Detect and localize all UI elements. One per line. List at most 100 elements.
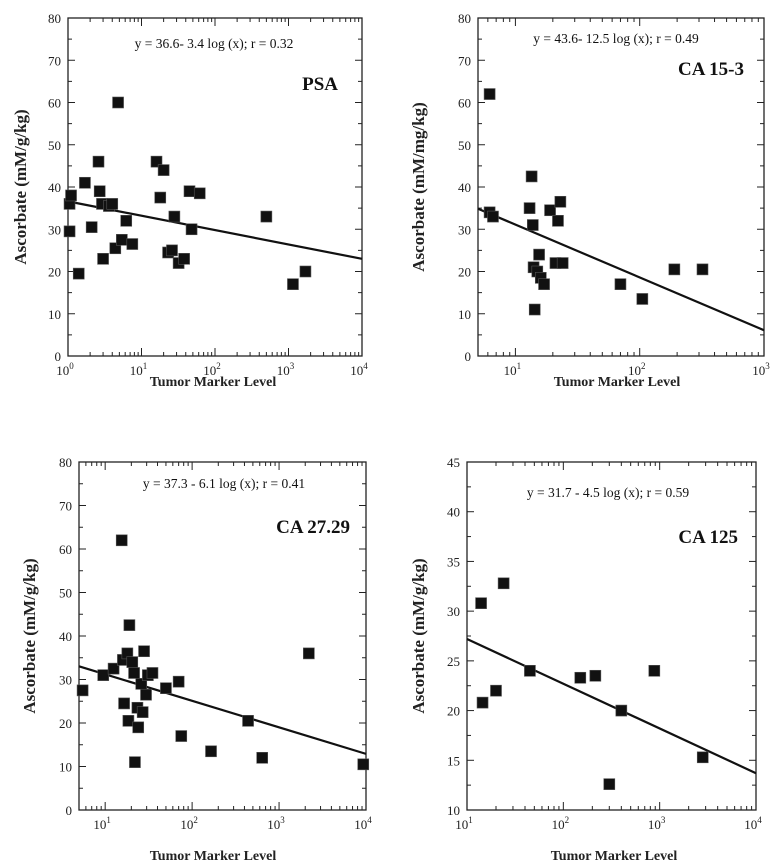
x-tick-label: 103 (752, 361, 770, 378)
data-point (76, 684, 89, 697)
data-point (93, 185, 106, 198)
data-point (178, 253, 190, 265)
y-tick-label: 70 (458, 53, 471, 68)
chart-panel-4: 10 15 20 25 30 35 40 45 101 102 103 104 y = 31.7 - 4… (409, 455, 762, 864)
data-point (97, 253, 109, 265)
y-tick-label: 30 (59, 673, 72, 688)
x-tick-label: 101 (455, 815, 473, 832)
data-point (668, 263, 681, 276)
y-tick-label: 45 (447, 455, 460, 470)
data-point (116, 234, 128, 246)
data-point (525, 170, 538, 183)
y-axis-label: Ascorbate (mM/mg/kg) (409, 102, 428, 272)
x-tick-label: 103 (277, 361, 295, 378)
data-point (524, 664, 536, 677)
data-point (175, 730, 188, 742)
data-point (527, 219, 539, 231)
data-point (63, 225, 76, 238)
data-point (287, 278, 299, 290)
data-point (97, 669, 110, 681)
data-point (260, 210, 273, 223)
y-tick-label: 30 (458, 222, 471, 237)
data-point (185, 223, 198, 236)
data-point (132, 721, 145, 734)
x-tick-label: 101 (504, 361, 522, 378)
y-tick-label: 50 (458, 138, 471, 153)
y-tick-label: 0 (465, 349, 472, 364)
y-tick-label: 50 (48, 138, 61, 153)
data-point (256, 751, 269, 764)
y-tick-label: 70 (59, 499, 72, 514)
y-tick-label: 35 (447, 554, 460, 569)
data-point (120, 215, 133, 227)
y-tick-label: 20 (447, 704, 460, 719)
data-point (150, 155, 163, 168)
data-point (118, 697, 130, 710)
data-point (696, 751, 709, 764)
data-point (615, 704, 628, 717)
data-point (636, 293, 649, 305)
data-point (107, 662, 120, 675)
data-point (614, 278, 627, 290)
y-tick-label: 30 (48, 222, 61, 237)
data-point (136, 706, 149, 718)
data-point (299, 265, 312, 278)
data-point (183, 185, 196, 198)
panel-title: CA 125 (678, 527, 738, 548)
y-tick-label: 10 (447, 803, 460, 818)
chart-panel-1: 0 10 20 30 40 50 60 70 80 100 101 102 103 104 y = 36.6… (11, 11, 368, 390)
data-point (79, 176, 91, 189)
y-axis-label: Ascorbate (mM/g/kg) (20, 558, 39, 713)
data-point (126, 238, 139, 250)
plot-frame (466, 461, 757, 811)
panel-title: CA 27.29 (276, 517, 350, 538)
y-tick-label: 0 (66, 803, 73, 818)
data-point (574, 671, 587, 684)
data-point (85, 221, 98, 233)
panel-title: PSA (302, 74, 338, 95)
data-point (154, 191, 167, 204)
chart-panel-2: 0 10 20 30 40 50 60 70 80 101 102 103 y = 43.6- 12.5… (409, 11, 770, 390)
data-point (589, 669, 602, 682)
y-tick-label: 0 (55, 349, 62, 364)
regression-line (78, 665, 367, 755)
x-tick-label: 100 (56, 361, 74, 378)
data-point (538, 278, 550, 290)
data-point (168, 210, 181, 223)
data-point (157, 164, 170, 176)
data-point (490, 684, 502, 697)
x-tick-label: 102 (628, 361, 646, 378)
y-tick-label: 60 (48, 96, 61, 111)
data-point (696, 263, 709, 276)
data-point (648, 664, 661, 677)
x-tick-label: 102 (180, 815, 198, 832)
data-point (123, 619, 136, 631)
data-point (242, 715, 254, 727)
x-axis-label: Tumor Marker Level (150, 375, 277, 390)
y-tick-label: 20 (458, 265, 471, 280)
data-point (552, 215, 564, 227)
x-tick-label: 102 (203, 361, 221, 378)
data-point (205, 745, 217, 758)
data-point (160, 682, 172, 695)
x-axis-label: Tumor Marker Level (554, 375, 681, 390)
data-point (65, 189, 77, 202)
data-point (497, 577, 510, 590)
panel-title: CA 15-3 (678, 59, 744, 80)
y-tick-label: 15 (447, 753, 460, 768)
y-tick-label: 40 (447, 505, 460, 520)
x-tick-label: 104 (744, 815, 762, 832)
fit-equation: y = 31.7 - 4.5 log (x); r = 0.59 (527, 485, 689, 500)
y-tick-label: 80 (59, 455, 72, 470)
data-point (554, 195, 567, 208)
fit-equation: y = 36.6- 3.4 log (x); r = 0.32 (135, 36, 294, 51)
data-point (72, 267, 85, 280)
regression-line (477, 207, 765, 332)
data-point (603, 778, 616, 790)
data-point (138, 645, 150, 658)
fit-equation: y = 37.3 - 6.1 log (x); r = 0.41 (143, 476, 305, 491)
data-point (483, 88, 496, 100)
x-tick-label: 103 (648, 815, 666, 832)
y-tick-label: 60 (59, 542, 72, 557)
